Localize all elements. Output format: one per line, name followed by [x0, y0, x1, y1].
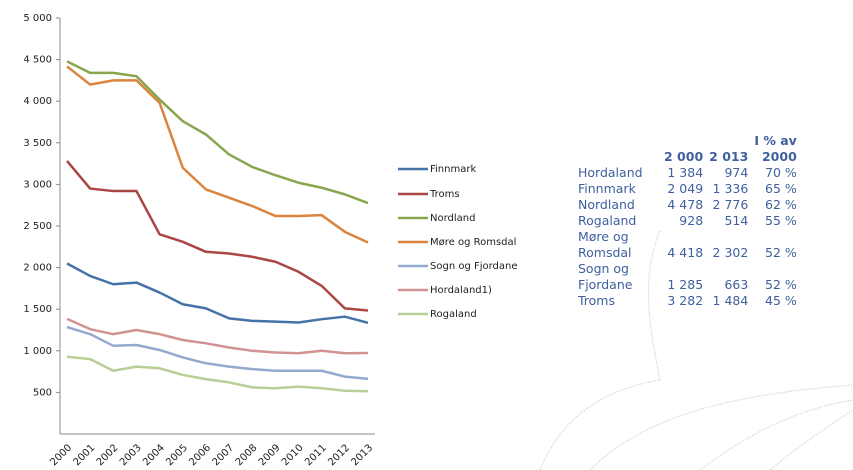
- table-cell: 55 %: [765, 213, 797, 228]
- table-cell: 1 285: [667, 277, 704, 292]
- table-cell: 45 %: [765, 293, 797, 308]
- legend-label: Hordaland1): [430, 285, 492, 296]
- x-tick-label: 2001: [72, 442, 98, 468]
- table-row: Rogaland 928 514 55 %: [578, 213, 797, 229]
- table-cell: 974: [724, 165, 749, 180]
- table-cell: 2 049: [667, 181, 704, 196]
- legend-label: Rogaland: [430, 309, 477, 320]
- column-header: [578, 149, 658, 165]
- x-tick-label: 2010: [280, 442, 306, 468]
- line: [66, 60, 369, 205]
- legend-label: Møre og Romsdal: [430, 237, 516, 248]
- x-tick-label: 2008: [234, 442, 260, 468]
- y-tick-label: 500: [33, 387, 52, 398]
- x-tick-label: 2000: [48, 442, 74, 468]
- x-tick-label: 2002: [95, 442, 121, 468]
- row-label: Møre og Romsdal: [578, 229, 632, 260]
- table-row: Finnmark 2 049 1 336 65 %: [578, 181, 797, 197]
- line: [66, 160, 369, 312]
- x-tick-label: 2007: [211, 442, 237, 468]
- x-tick-label: 2009: [257, 442, 283, 468]
- y-tick-label: 1 500: [23, 304, 52, 315]
- table-cell: 52 %: [765, 277, 797, 292]
- summary-table: I % av 2 000 2 013 2000 Hordaland 1 384 974 7…: [578, 133, 797, 309]
- table-cell: 52 %: [765, 245, 797, 260]
- y-tick-label: 2 500: [23, 221, 52, 232]
- table-cell: 2 776: [712, 197, 749, 212]
- x-tick-label: 2011: [303, 442, 329, 468]
- y-tick-label: 5 000: [23, 13, 52, 24]
- row-label: Troms: [578, 293, 615, 308]
- column-header: 2 013: [709, 149, 749, 164]
- line: [66, 262, 369, 325]
- table-cell: 1 384: [667, 165, 704, 180]
- legend-label: Troms: [429, 189, 460, 200]
- x-tick-label: 2004: [141, 442, 167, 468]
- header-row: 2 000 2 013 2000: [578, 149, 797, 165]
- table-cell: 4 418: [667, 245, 704, 260]
- legend-label: Finnmark: [430, 164, 476, 175]
- table-cell: 1 336: [712, 181, 749, 196]
- legend-label: Nordland: [430, 213, 475, 224]
- y-tick-label: 1 000: [23, 346, 52, 357]
- table-row: Hordaland 1 384 974 70 %: [578, 165, 797, 181]
- y-tick-label: 2 000: [23, 263, 52, 274]
- table-cell: 928: [679, 213, 704, 228]
- table-cell: 65 %: [765, 181, 797, 196]
- table-cell: 1 484: [712, 293, 749, 308]
- background-decoration: [539, 229, 853, 470]
- x-tick-label: 2012: [326, 442, 352, 468]
- table-cell: 62 %: [765, 197, 797, 212]
- table-header: I % av: [754, 133, 797, 148]
- line: [66, 65, 369, 244]
- x-tick-label: 2006: [187, 442, 213, 468]
- row-label: Finnmark: [578, 181, 636, 196]
- table-cell: 2 302: [712, 245, 749, 260]
- table-row: Troms 3 282 1 484 45 %: [578, 293, 797, 309]
- row-label: Hordaland: [578, 165, 643, 180]
- x-tick-label: 2005: [164, 442, 190, 468]
- line: [66, 325, 369, 381]
- table-cell: 70 %: [765, 165, 797, 180]
- row-label: Rogaland: [578, 213, 637, 228]
- row-label: Sogn og Fjordane: [578, 261, 633, 292]
- y-tick-label: 4 500: [23, 55, 52, 66]
- table-row: Møre og Romsdal 4 418 2 302 52 %: [578, 229, 797, 261]
- x-tick-label: 2003: [118, 442, 144, 468]
- table-cell: 514: [724, 213, 749, 228]
- y-tick-label: 3 500: [23, 138, 52, 149]
- legend-label: Sogn og Fjordane: [430, 261, 518, 272]
- column-header: 2 000: [664, 149, 704, 164]
- y-tick-label: 3 000: [23, 179, 52, 190]
- table-cell: 4 478: [667, 197, 704, 212]
- table-cell: 663: [724, 277, 749, 292]
- row-label: Nordland: [578, 197, 635, 212]
- column-header: 2000: [761, 149, 797, 164]
- x-tick-label: 2013: [349, 442, 375, 468]
- line: [66, 317, 369, 355]
- table-row: Nordland 4 478 2 776 62 %: [578, 197, 797, 213]
- table-cell: 3 282: [667, 293, 704, 308]
- line: [66, 355, 369, 393]
- table-row: Sogn og Fjordane 1 285 663 52 %: [578, 261, 797, 293]
- y-tick-label: 4 000: [23, 96, 52, 107]
